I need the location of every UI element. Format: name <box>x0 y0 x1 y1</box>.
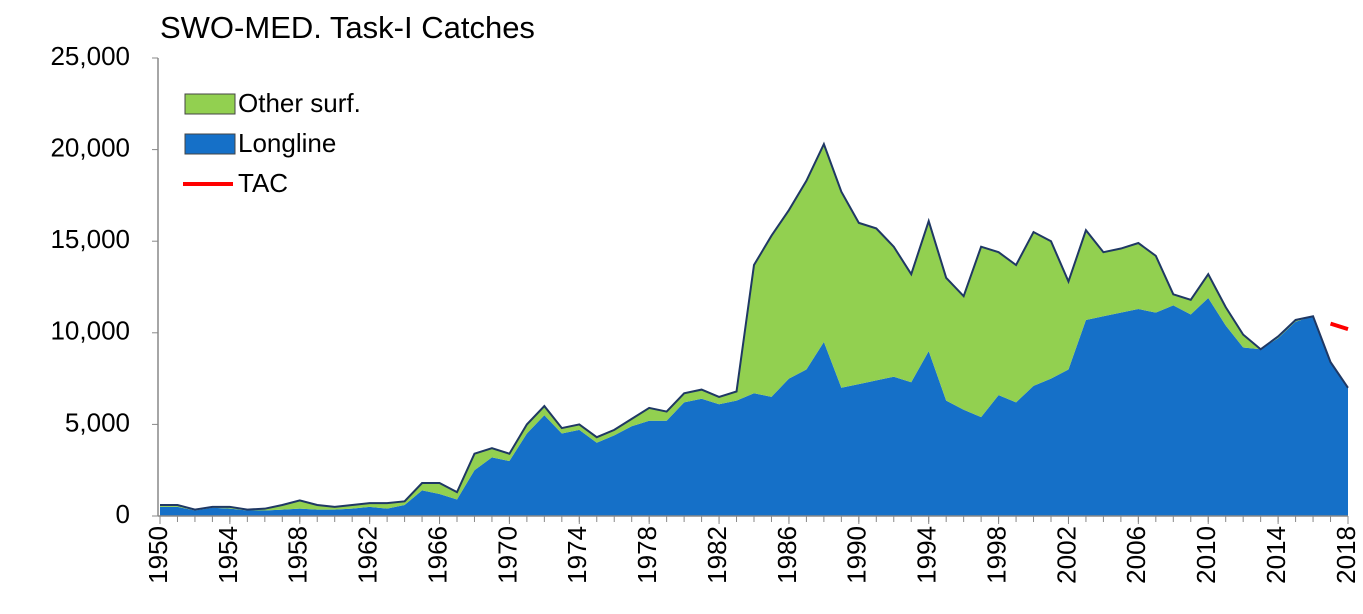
line <box>1329 321 1349 332</box>
x-tick-label: 2014 <box>1261 526 1291 584</box>
legend-label: Longline <box>238 128 336 158</box>
x-tick-label: 2002 <box>1051 526 1081 584</box>
legend-swatch <box>184 93 236 115</box>
y-tick-label: 0 <box>116 499 130 529</box>
x-tick-label: 1970 <box>492 526 522 584</box>
x-tick-label: 1954 <box>213 526 243 584</box>
y-tick-label: 10,000 <box>50 316 130 346</box>
x-tick-label: 1994 <box>912 526 942 584</box>
area <box>160 297 1348 516</box>
y-tick-label: 5,000 <box>65 407 130 437</box>
x-tick-label: 1950 <box>143 526 173 584</box>
x-tick-label: 1974 <box>562 526 592 584</box>
x-tick-label: 1998 <box>981 526 1011 584</box>
chart-title: SWO-MED. Task-I Catches <box>160 10 535 45</box>
legend-swatch <box>184 133 236 155</box>
x-tick-label: 1982 <box>702 526 732 584</box>
x-tick-label: 1966 <box>422 526 452 584</box>
y-tick-label: 15,000 <box>50 224 130 254</box>
x-tick-label: 2018 <box>1331 526 1361 584</box>
x-tick-label: 2006 <box>1121 526 1151 584</box>
legend-label: Other surf. <box>238 88 361 118</box>
x-tick-label: 1978 <box>632 526 662 584</box>
y-tick-label: 20,000 <box>50 132 130 162</box>
area-outline <box>160 141 1349 511</box>
x-tick-label: 2010 <box>1191 526 1221 584</box>
y-tick-label: 25,000 <box>50 41 130 71</box>
x-tick-label: 1990 <box>842 526 872 584</box>
legend-label: TAC <box>238 168 288 198</box>
area <box>160 144 1348 511</box>
x-tick-label: 1958 <box>283 526 313 584</box>
x-tick-label: 1962 <box>353 526 383 584</box>
x-tick-label: 1986 <box>772 526 802 584</box>
